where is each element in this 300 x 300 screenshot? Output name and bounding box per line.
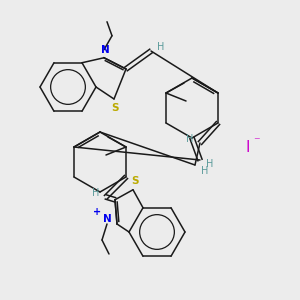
Text: H: H xyxy=(92,188,100,198)
Text: H: H xyxy=(186,134,194,144)
Text: N: N xyxy=(103,214,111,224)
Text: N: N xyxy=(100,45,109,55)
Text: H: H xyxy=(206,159,214,169)
Text: +: + xyxy=(93,207,101,217)
Text: S: S xyxy=(111,103,119,113)
Text: ⁻: ⁻ xyxy=(253,136,259,148)
Text: I: I xyxy=(246,140,250,154)
Text: H: H xyxy=(157,42,165,52)
Text: S: S xyxy=(131,176,139,186)
Text: H: H xyxy=(201,166,209,176)
